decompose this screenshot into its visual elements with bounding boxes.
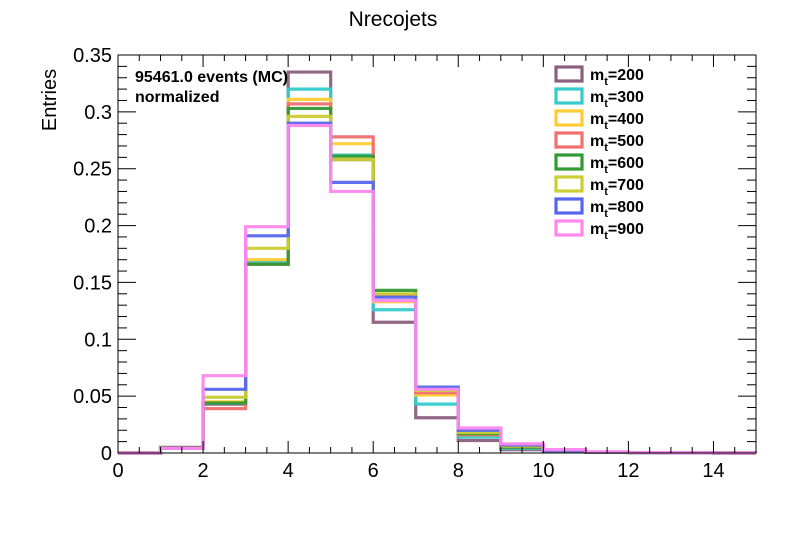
x-tick-label: 14 [702, 460, 724, 482]
y-tick-label: 0.25 [73, 159, 112, 181]
legend-swatch-900 [554, 219, 584, 237]
info-line-events: 95461.0 events (MC) [135, 69, 288, 86]
legend-swatch-800 [554, 197, 584, 215]
y-tick-label: 0 [101, 443, 112, 465]
chart-title: Nrecojets [349, 8, 438, 31]
y-tick-label: 0.3 [84, 102, 112, 124]
legend-label-800: mt=800 [590, 199, 644, 220]
legend-label-200: mt=200 [590, 67, 644, 88]
x-tick-label: 4 [283, 460, 294, 482]
y-tick-label: 0.15 [73, 272, 112, 294]
y-tick-label: 0.2 [84, 216, 112, 238]
info-line-normalized: normalized [135, 89, 219, 106]
axes-layer [117, 54, 757, 454]
legend-swatch-600 [554, 153, 584, 171]
y-tick-label: 0.35 [73, 45, 112, 67]
legend-label-700: mt=700 [590, 177, 644, 198]
info-box: 95461.0 events (MC) normalized [135, 69, 288, 106]
x-tick-label: 6 [368, 460, 379, 482]
legend-swatch-300 [554, 87, 584, 105]
x-tick-label: 12 [617, 460, 639, 482]
tick-labels: 0 2 4 6 8 10 12 14 0 0.05 0.1 0.15 0.2 0.25 0.3 0.35 [73, 45, 725, 482]
y-axis-label: Entries [39, 69, 61, 131]
legend-swatch-500 [554, 131, 584, 149]
y-tick-label: 0.05 [73, 386, 112, 408]
x-tick-label: 10 [532, 460, 554, 482]
x-tick-label: 8 [453, 460, 464, 482]
y-tick-label: 0.1 [84, 329, 112, 351]
x-tick-label: 0 [112, 460, 123, 482]
legend-label-300: mt=300 [590, 89, 644, 110]
legend: mt=200mt=300mt=400mt=500mt=600mt=700mt=8… [554, 65, 644, 242]
legend-label-400: mt=400 [590, 111, 644, 132]
legend-label-600: mt=600 [590, 155, 644, 176]
legend-swatch-200 [554, 65, 584, 83]
legend-swatch-400 [554, 109, 584, 127]
legend-label-500: mt=500 [590, 133, 644, 154]
legend-label-900: mt=900 [590, 221, 644, 242]
x-tick-label: 2 [198, 460, 209, 482]
legend-swatch-700 [554, 175, 584, 193]
